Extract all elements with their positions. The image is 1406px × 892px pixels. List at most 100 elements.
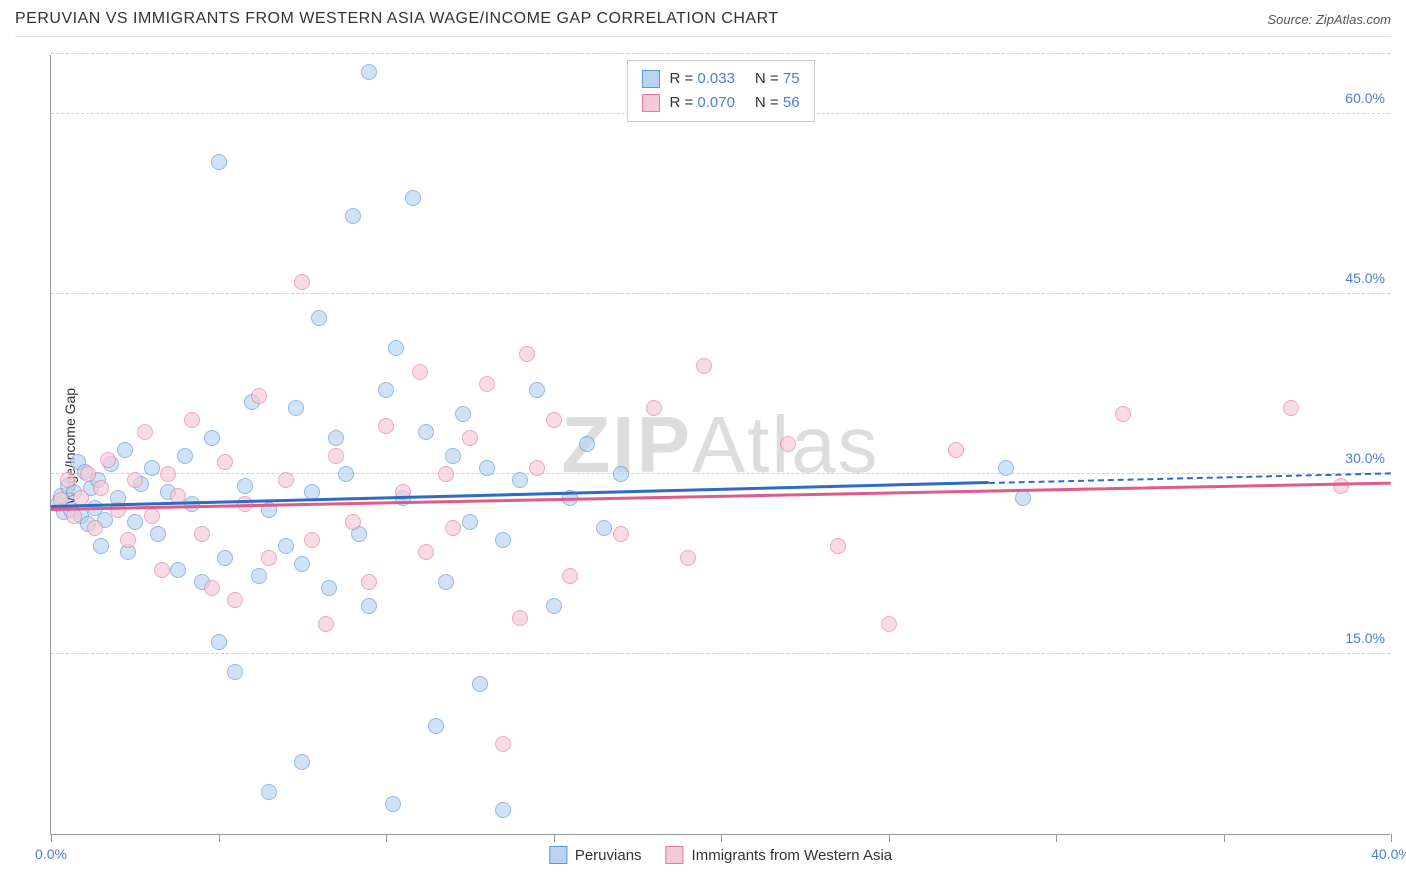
data-point xyxy=(204,430,220,446)
data-point xyxy=(338,466,354,482)
data-point xyxy=(462,514,478,530)
x-tick xyxy=(721,834,722,842)
data-point xyxy=(512,472,528,488)
legend-swatch xyxy=(641,70,659,88)
data-point xyxy=(680,550,696,566)
chart-title: PERUVIAN VS IMMIGRANTS FROM WESTERN ASIA… xyxy=(15,10,779,28)
data-point xyxy=(361,64,377,80)
data-point xyxy=(428,718,444,734)
data-point xyxy=(194,526,210,542)
data-point xyxy=(445,448,461,464)
data-point xyxy=(405,190,421,206)
legend-row: R = 0.070N = 56 xyxy=(641,91,799,115)
data-point xyxy=(321,580,337,596)
data-point xyxy=(412,364,428,380)
data-point xyxy=(361,598,377,614)
data-point xyxy=(184,412,200,428)
x-tick-label: 0.0% xyxy=(35,846,67,862)
data-point xyxy=(328,448,344,464)
data-point xyxy=(1015,490,1031,506)
data-point xyxy=(462,430,478,446)
x-tick xyxy=(554,834,555,842)
data-point xyxy=(596,520,612,536)
data-point xyxy=(237,478,253,494)
data-point xyxy=(519,346,535,362)
data-point xyxy=(345,208,361,224)
x-tick xyxy=(1056,834,1057,842)
data-point xyxy=(998,460,1014,476)
data-point xyxy=(251,388,267,404)
data-point xyxy=(385,796,401,812)
data-point xyxy=(211,154,227,170)
data-point xyxy=(378,382,394,398)
x-tick xyxy=(219,834,220,842)
data-point xyxy=(438,466,454,482)
data-point xyxy=(80,466,96,482)
legend-swatch xyxy=(641,94,659,112)
legend-swatch xyxy=(666,846,684,864)
data-point xyxy=(445,520,461,536)
data-point xyxy=(288,400,304,416)
data-point xyxy=(388,340,404,356)
data-point xyxy=(217,550,233,566)
source-attribution: Source: ZipAtlas.com xyxy=(1267,12,1391,27)
x-tick xyxy=(889,834,890,842)
series-legend: Peruvians Immigrants from Western Asia xyxy=(549,846,892,864)
data-point xyxy=(217,454,233,470)
x-tick xyxy=(386,834,387,842)
gridline xyxy=(51,653,1390,654)
y-tick-label: 15.0% xyxy=(1345,630,1395,646)
data-point xyxy=(278,538,294,554)
data-point xyxy=(120,532,136,548)
data-point xyxy=(150,526,166,542)
data-point xyxy=(294,754,310,770)
data-point xyxy=(137,424,153,440)
data-point xyxy=(60,472,76,488)
data-point xyxy=(251,568,267,584)
data-point xyxy=(318,616,334,632)
data-point xyxy=(261,550,277,566)
data-point xyxy=(93,538,109,554)
data-point xyxy=(830,538,846,554)
legend-swatch xyxy=(549,846,567,864)
data-point xyxy=(93,480,109,496)
data-point xyxy=(495,802,511,818)
correlation-legend: R = 0.033N = 75R = 0.070N = 56 xyxy=(626,60,814,122)
gridline xyxy=(51,473,1390,474)
data-point xyxy=(177,448,193,464)
data-point xyxy=(1283,400,1299,416)
legend-label: Immigrants from Western Asia xyxy=(692,847,893,864)
data-point xyxy=(479,460,495,476)
data-point xyxy=(948,442,964,458)
data-point xyxy=(438,574,454,590)
data-point xyxy=(418,544,434,560)
data-point xyxy=(455,406,471,422)
data-point xyxy=(204,580,220,596)
data-point xyxy=(562,568,578,584)
data-point xyxy=(278,472,294,488)
data-point xyxy=(696,358,712,374)
y-tick-label: 30.0% xyxy=(1345,450,1395,466)
legend-item: Immigrants from Western Asia xyxy=(666,846,893,864)
chart-header: PERUVIAN VS IMMIGRANTS FROM WESTERN ASIA… xyxy=(15,10,1391,37)
data-point xyxy=(66,508,82,524)
legend-label: Peruvians xyxy=(575,847,642,864)
data-point xyxy=(261,784,277,800)
data-point xyxy=(1333,478,1349,494)
y-tick-label: 45.0% xyxy=(1345,270,1395,286)
data-point xyxy=(613,526,629,542)
data-point xyxy=(117,442,133,458)
data-point xyxy=(154,562,170,578)
data-point xyxy=(227,664,243,680)
data-point xyxy=(211,634,227,650)
data-point xyxy=(144,460,160,476)
data-point xyxy=(127,514,143,530)
data-point xyxy=(304,532,320,548)
data-point xyxy=(311,310,327,326)
legend-item: Peruvians xyxy=(549,846,642,864)
data-point xyxy=(227,592,243,608)
data-point xyxy=(881,616,897,632)
data-point xyxy=(160,466,176,482)
data-point xyxy=(294,556,310,572)
x-tick xyxy=(1224,834,1225,842)
